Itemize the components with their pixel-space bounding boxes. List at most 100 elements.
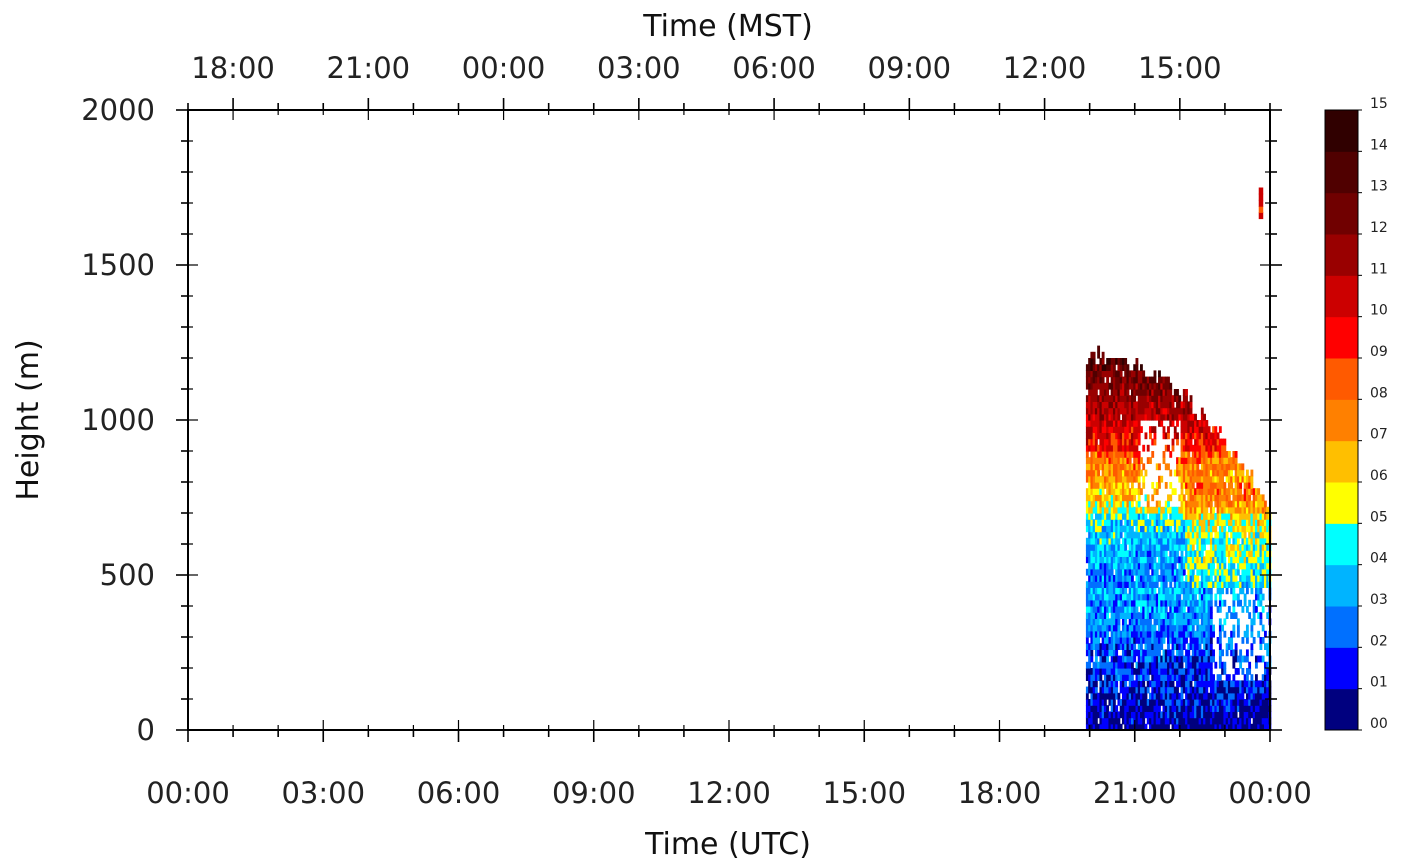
heatmap-cell (1088, 705, 1092, 712)
heatmap-cell (1092, 674, 1096, 681)
heatmap-cell (1137, 413, 1141, 421)
heatmap-cell (1234, 482, 1238, 489)
y-tick-label: 0 (137, 713, 155, 747)
heatmap-cell (1178, 699, 1182, 706)
heatmap-cell (1101, 494, 1105, 502)
heatmap-cell (1178, 649, 1182, 657)
heatmap-cell (1212, 562, 1215, 570)
heatmap-cell (1209, 469, 1213, 477)
heatmap-cell (1173, 413, 1177, 421)
heatmap-cell (1187, 612, 1191, 619)
heatmap-cell (1101, 624, 1105, 632)
heatmap-cell (1115, 581, 1119, 588)
heatmap-cell (1173, 432, 1177, 440)
heatmap-cell (1180, 519, 1184, 526)
heatmap-cell (1151, 680, 1155, 688)
heatmap-cell (1194, 463, 1197, 471)
heatmap-cell (1108, 469, 1112, 477)
heatmap-cell (1090, 568, 1094, 576)
heatmap-cell (1137, 420, 1141, 427)
heatmap-cell (1106, 661, 1110, 669)
heatmap-cell (1261, 674, 1265, 681)
heatmap-cell (1119, 420, 1123, 427)
heatmap-cell (1142, 537, 1146, 545)
heatmap-cell (1119, 711, 1123, 719)
heatmap-cell (1207, 500, 1211, 508)
x-tick-label: 18:00 (958, 776, 1042, 810)
heatmap-cell (1112, 692, 1116, 700)
heatmap-cell (1180, 680, 1184, 688)
heatmap-cell (1124, 525, 1128, 533)
heatmap-cell (1169, 550, 1173, 557)
heatmap-cell (1248, 500, 1252, 508)
heatmap-cell (1108, 358, 1112, 365)
heatmap-cell (1108, 525, 1112, 533)
heatmap-cell (1259, 581, 1263, 588)
heatmap-cell (1205, 568, 1209, 576)
heatmap-cell (1142, 482, 1146, 489)
heatmap-cell (1263, 692, 1267, 700)
heatmap-cell (1155, 482, 1159, 489)
heatmap-cell (1248, 581, 1252, 588)
heatmap-cell (1221, 537, 1225, 545)
heatmap-cell (1218, 717, 1222, 725)
heatmap-cell (1180, 587, 1184, 595)
heatmap-cell (1106, 568, 1110, 576)
heatmap-cell (1115, 711, 1119, 719)
heatmap-cell (1203, 513, 1206, 520)
heatmap-cell (1227, 457, 1231, 464)
heatmap-cell (1119, 680, 1123, 688)
heatmap-cell (1227, 686, 1231, 694)
heatmap-cell (1090, 413, 1094, 421)
heatmap-cell (1185, 655, 1188, 663)
heatmap-cell (1135, 668, 1139, 675)
heatmap-cell (1108, 382, 1112, 390)
heatmap-cell (1194, 426, 1197, 433)
heatmap-cell (1207, 562, 1211, 570)
heatmap-cell (1221, 692, 1225, 700)
heatmap-cell (1133, 624, 1137, 632)
heatmap-cell (1263, 556, 1267, 564)
heatmap-cell (1092, 612, 1096, 619)
heatmap-cell (1090, 463, 1094, 471)
heatmap-cell (1180, 407, 1184, 415)
heatmap-cell (1133, 562, 1137, 570)
heatmap-cell (1108, 699, 1112, 706)
heatmap-cell (1151, 686, 1155, 694)
heatmap-cell (1142, 618, 1146, 626)
heatmap-cell (1182, 568, 1186, 576)
heatmap-cell (1203, 680, 1206, 688)
heatmap-cell (1094, 618, 1098, 626)
heatmap-cell (1099, 643, 1103, 650)
heatmap-cell (1099, 575, 1103, 582)
heatmap-cell (1252, 686, 1256, 694)
heatmap-cell (1203, 630, 1206, 638)
heatmap-cell (1212, 451, 1215, 458)
heatmap-cell (1115, 531, 1119, 539)
heatmap-cell (1090, 432, 1094, 440)
heatmap-cell (1115, 568, 1119, 576)
heatmap-cell (1112, 395, 1116, 402)
heatmap-cell (1135, 469, 1139, 477)
heatmap-cell (1094, 711, 1098, 719)
heatmap-cell (1205, 482, 1209, 489)
heatmap-cell (1200, 420, 1204, 427)
heatmap-cell (1160, 593, 1164, 601)
heatmap-cell (1232, 723, 1236, 731)
heatmap-cell (1212, 444, 1215, 452)
heatmap-cell (1203, 438, 1206, 446)
heatmap-cell (1203, 413, 1206, 421)
heatmap-cell (1130, 370, 1134, 378)
heatmap-cell (1221, 581, 1225, 588)
heatmap-cell (1167, 705, 1170, 712)
heatmap-cell (1106, 451, 1110, 458)
heatmap-cell (1124, 358, 1128, 365)
heatmap-cell (1121, 550, 1125, 557)
heatmap-cell (1137, 562, 1141, 570)
heatmap-cell (1126, 723, 1130, 731)
heatmap-cell (1119, 500, 1123, 508)
heatmap-cell (1180, 655, 1184, 663)
heatmap-cell (1085, 624, 1089, 632)
heatmap-cell (1108, 426, 1112, 433)
heatmap-cell (1176, 593, 1179, 601)
